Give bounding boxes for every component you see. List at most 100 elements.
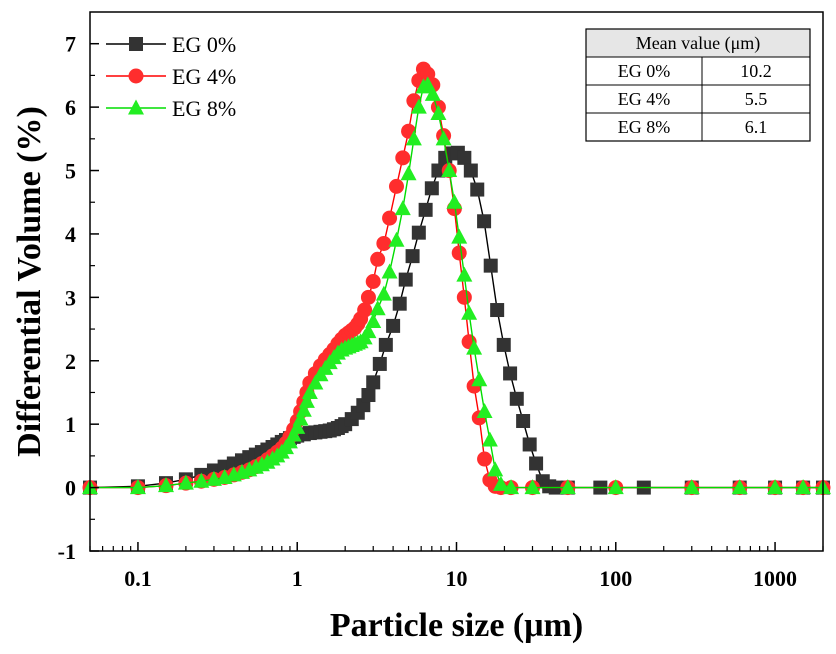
data-point <box>177 474 194 490</box>
data-point <box>285 426 302 442</box>
x-tick-label: 10 <box>446 566 468 591</box>
mean-value-table: Mean value (μm) EG 0% 10.2 EG 4% 5.5 EG 8% 6.1 <box>585 28 811 142</box>
data-point <box>375 285 392 301</box>
data-point <box>405 249 420 264</box>
table-row-value: 5.5 <box>745 89 768 109</box>
data-point <box>559 479 576 495</box>
data-point <box>477 451 493 467</box>
data-point <box>419 76 436 92</box>
data-point <box>795 479 812 495</box>
data-point <box>503 479 520 495</box>
data-point <box>372 356 387 371</box>
data-point <box>767 479 784 495</box>
data-point <box>522 437 537 452</box>
data-point <box>411 225 426 240</box>
tick-labels-layer: 0.1 1 10 100 1000 -1 0 1 2 3 4 5 6 7 <box>58 32 797 591</box>
data-point <box>369 300 386 316</box>
data-point <box>524 479 541 495</box>
legend-label: EG 4% <box>172 64 236 89</box>
data-point <box>386 318 401 333</box>
data-point <box>307 374 324 390</box>
data-point <box>361 388 376 403</box>
data-point <box>382 210 398 226</box>
x-axis-title: Particle size (μm) <box>330 607 583 644</box>
data-point <box>360 289 376 305</box>
data-point <box>392 296 407 311</box>
y-tick-label: 2 <box>65 349 76 374</box>
table-row-value: 6.1 <box>745 117 768 137</box>
data-point <box>400 165 417 181</box>
legend-marker <box>128 99 144 115</box>
data-point <box>487 461 504 477</box>
y-tick-label: 6 <box>65 95 76 120</box>
data-point <box>388 178 404 194</box>
data-point <box>456 289 472 305</box>
data-point <box>370 251 386 267</box>
series-eg-4- <box>82 61 831 496</box>
x-tick-label: 100 <box>599 566 632 591</box>
data-point <box>461 304 478 320</box>
data-point <box>451 228 468 244</box>
data-point <box>477 214 492 229</box>
table-row-label: EG 8% <box>618 117 671 137</box>
y-tick-label: -1 <box>58 539 76 564</box>
data-point <box>476 402 493 418</box>
data-point <box>483 258 498 273</box>
data-point <box>607 479 624 495</box>
y-tick-label: 4 <box>65 222 76 247</box>
legend-marker <box>128 68 144 84</box>
data-point <box>357 302 373 318</box>
y-axis-title: Differential Volume (%) <box>11 106 48 457</box>
data-point <box>295 401 312 417</box>
data-point <box>376 235 392 251</box>
data-point <box>366 375 381 390</box>
series-layer <box>82 61 831 496</box>
data-point <box>496 337 511 352</box>
data-point <box>292 410 309 426</box>
data-point <box>410 98 427 114</box>
legend: EG 0% EG 4% EG 8% <box>106 32 236 121</box>
table-row-value: 10.2 <box>740 61 772 81</box>
table-row-label: EG 4% <box>618 89 671 109</box>
data-point <box>157 477 174 493</box>
data-point <box>378 337 393 352</box>
data-point <box>424 181 439 196</box>
data-point <box>503 366 518 381</box>
data-point <box>731 479 748 495</box>
series-line <box>90 84 823 489</box>
data-point <box>405 130 422 146</box>
data-point <box>470 182 485 197</box>
data-point <box>424 85 441 101</box>
data-point <box>463 163 478 178</box>
data-point <box>457 150 472 165</box>
legend-item: EG 4% <box>106 64 236 89</box>
table-row-label: EG 0% <box>618 61 671 81</box>
y-tick-label: 3 <box>65 285 76 310</box>
data-point <box>301 383 318 399</box>
data-point <box>193 472 210 488</box>
data-point <box>418 202 433 217</box>
data-point <box>435 130 452 146</box>
table-header-bg <box>586 29 810 57</box>
data-point <box>441 162 458 178</box>
data-point <box>456 266 473 282</box>
x-tick-label: 1 <box>292 566 303 591</box>
data-point <box>388 231 405 247</box>
data-point <box>516 414 531 429</box>
data-point <box>395 150 411 166</box>
legend-marker <box>129 37 143 51</box>
data-point <box>129 479 146 495</box>
series-line <box>90 67 823 489</box>
data-point <box>430 104 447 120</box>
data-point <box>529 456 544 471</box>
data-point <box>398 272 413 287</box>
data-point <box>365 312 382 328</box>
data-point <box>481 431 498 447</box>
data-point <box>471 371 488 387</box>
data-point <box>466 339 483 355</box>
data-point <box>365 274 381 289</box>
data-point <box>492 475 509 491</box>
data-point <box>451 245 467 261</box>
y-tick-label: 0 <box>65 476 76 501</box>
